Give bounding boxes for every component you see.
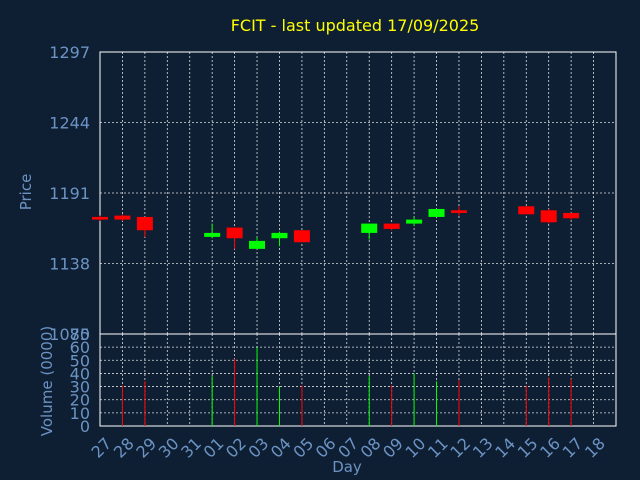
volume-tick-label: 70 (70, 325, 90, 344)
candle-body (518, 206, 535, 215)
x-axis: 2728293031010203040506070809101112131415… (87, 434, 608, 462)
candle-body (226, 227, 243, 239)
x-axis-label: Day (332, 458, 362, 476)
price-tick-label: 1085 (49, 325, 90, 344)
candle-body (204, 232, 221, 237)
candle-body (271, 232, 288, 239)
volume-tick-label: 30 (70, 378, 90, 397)
day-tick-label: 18 (581, 434, 609, 462)
candle-body (383, 223, 400, 229)
price-tick-label: 1138 (49, 255, 90, 274)
volume-tick-label: 50 (70, 351, 90, 370)
price-tick-label: 1297 (49, 43, 90, 62)
candle-body (92, 216, 108, 220)
price-axis-label: Price (17, 174, 35, 211)
candle-body (406, 219, 423, 224)
price-tick-label: 1244 (49, 114, 90, 133)
candle-body (540, 210, 557, 223)
candle-body (428, 208, 445, 217)
volume-tick-label: 40 (70, 364, 90, 383)
volume-tick-label: 20 (70, 391, 90, 410)
chart-title: FCIT - last updated 17/09/2025 (231, 16, 480, 35)
volume-tick-label: 10 (70, 404, 90, 423)
candle-body (293, 230, 310, 243)
price-tick-label: 1191 (49, 184, 90, 203)
volume-tick-label: 60 (70, 338, 90, 357)
candle-body (563, 212, 580, 219)
volume-tick-label: 0 (80, 417, 90, 436)
candle-body (249, 240, 266, 249)
candle-body (361, 223, 378, 233)
candle-body (114, 215, 131, 220)
volume-axis-label: Volume (0000) (38, 326, 56, 436)
price-panel: 1297 1244 1191 1138 1085 (49, 43, 617, 344)
candle-body (450, 210, 467, 213)
candle-body (136, 216, 153, 231)
volume-frame (99, 333, 617, 427)
